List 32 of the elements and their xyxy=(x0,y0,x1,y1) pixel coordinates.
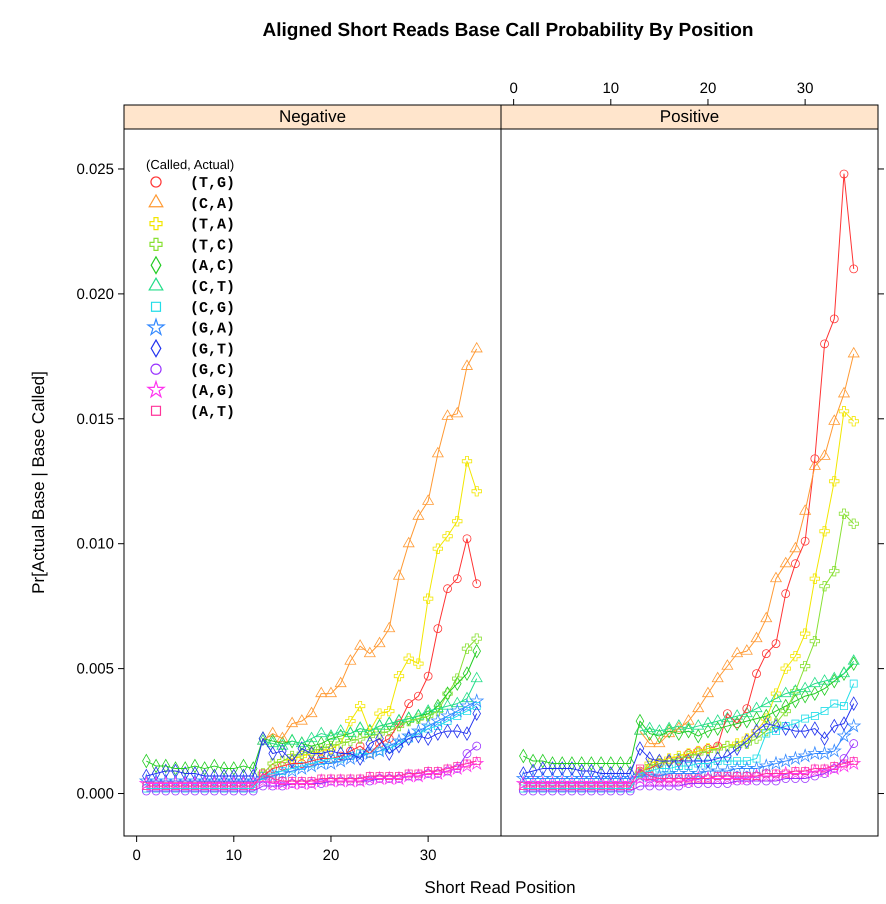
y-axis-title: Pr[Actual Base | Base Called] xyxy=(29,371,48,594)
chart-title: Aligned Short Reads Base Call Probability By Position xyxy=(262,20,754,41)
legend-label: (G,A) xyxy=(190,320,236,338)
legend-label: (C,T) xyxy=(190,279,236,296)
legend-label: (C,A) xyxy=(190,196,236,213)
legend-label: (A,T) xyxy=(190,404,236,421)
legend-label: (C,G) xyxy=(190,300,236,317)
x-tick-label: 30 xyxy=(796,80,814,97)
chart-subtitle: Positive xyxy=(660,107,720,126)
x-tick-label: 30 xyxy=(420,847,436,864)
legend-label: (G,T) xyxy=(190,341,236,358)
legend-label: (T,G) xyxy=(190,175,236,192)
y-tick-label: 0.025 xyxy=(76,160,114,178)
x-tick-label: 0 xyxy=(132,847,141,864)
legend-label: (A,C) xyxy=(190,258,236,276)
y-tick-label: 0.010 xyxy=(76,536,114,553)
x-tick-label: 10 xyxy=(225,847,242,864)
y-tick-label: 0.005 xyxy=(76,660,114,678)
x-tick-label: 20 xyxy=(700,80,716,97)
x-axis-title: Short Read Position xyxy=(424,878,576,897)
chart-subtitle: Negative xyxy=(278,107,346,126)
x-tick-label: 0 xyxy=(509,80,518,97)
legend-label: (T,C) xyxy=(190,237,236,254)
x-tick-label: 10 xyxy=(602,80,620,97)
legend-label: (T,A) xyxy=(190,216,236,234)
legend-title: (Called, Actual) xyxy=(146,157,234,172)
x-tick-label: 20 xyxy=(322,847,340,864)
y-tick-label: 0.020 xyxy=(76,286,114,303)
y-tick-label: 0.000 xyxy=(76,786,114,803)
legend-label: (G,C) xyxy=(190,362,236,380)
legend-label: (A,G) xyxy=(190,383,236,400)
y-tick-label: 0.015 xyxy=(76,410,114,428)
